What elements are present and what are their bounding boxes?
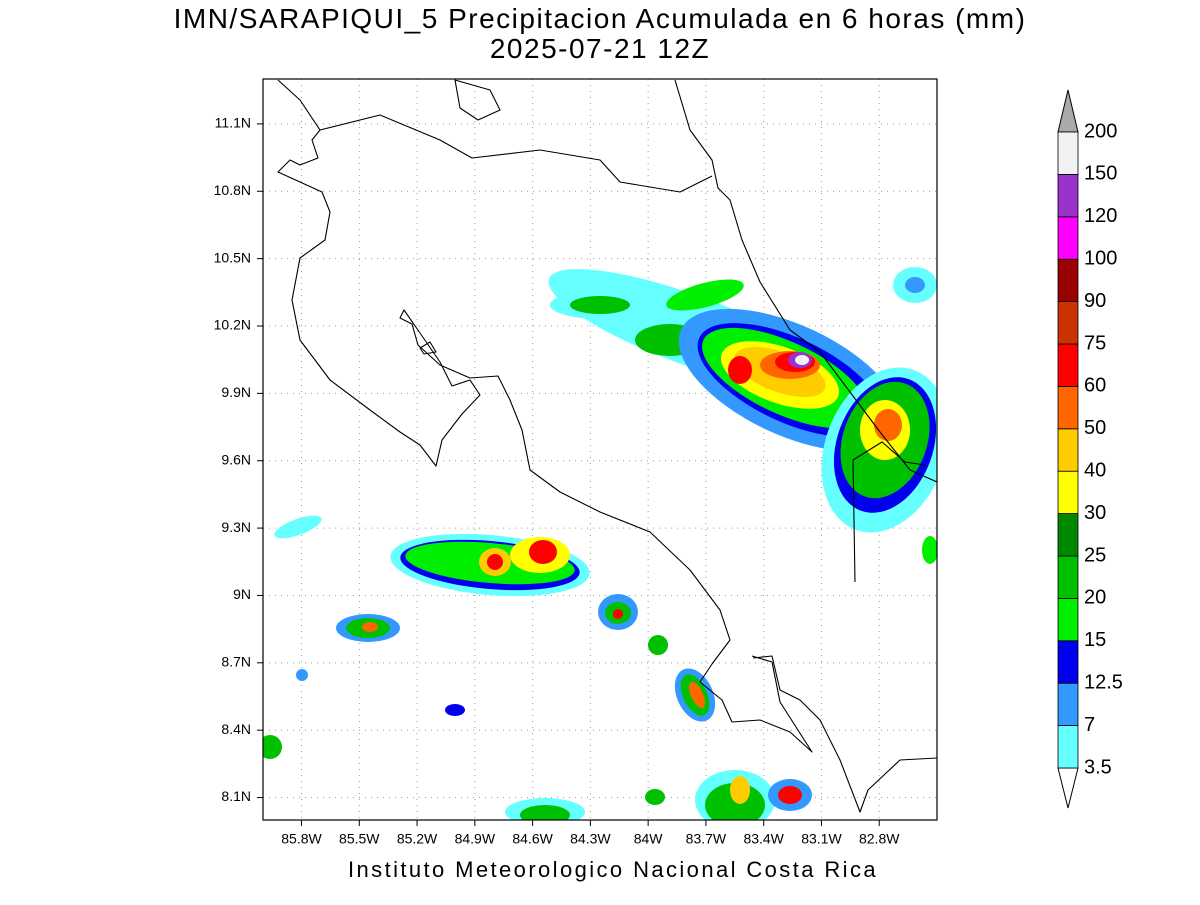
- colorbar: 3.5 7 12.5 15 20 25 30 40 50 60 75 90 100 120 150 200: [1057, 89, 1123, 809]
- x-tick-label: 84.6W: [512, 831, 553, 847]
- x-tick-label: 84.3W: [570, 831, 611, 847]
- colorbar-segment: [1057, 131, 1079, 175]
- colorbar-label: 120: [1084, 205, 1117, 227]
- coastline: [454, 79, 501, 121]
- colorbar-segment: [1057, 555, 1079, 599]
- colorbar-label: 15: [1084, 629, 1106, 651]
- colorbar-segment: [1057, 513, 1079, 557]
- colorbar-under: [1057, 767, 1079, 809]
- colorbar-label: 150: [1084, 163, 1117, 185]
- precip-cell: [505, 770, 812, 820]
- y-tick-label: 8.4N: [221, 721, 251, 737]
- colorbar-label: 3.5: [1084, 756, 1112, 778]
- colorbar-label: 90: [1084, 290, 1106, 312]
- coastline: [674, 79, 937, 483]
- coastline: [752, 655, 937, 813]
- y-tick-label: 9.3N: [221, 519, 251, 535]
- colorbar-label: 25: [1084, 544, 1106, 566]
- subtitle: 2025-07-21 12Z: [490, 33, 710, 64]
- x-tick-label: 84W: [634, 831, 664, 847]
- colorbar-label: 60: [1084, 375, 1106, 397]
- x-tick-label: 83.4W: [743, 831, 784, 847]
- colorbar-label: 100: [1084, 247, 1117, 269]
- colorbar-over: [1057, 89, 1079, 133]
- coastline: [277, 79, 813, 753]
- y-tick-label: 11.1N: [215, 115, 251, 131]
- x-tick-label: 85.5W: [339, 831, 380, 847]
- colorbar-segment: [1057, 470, 1079, 515]
- colorbar-segment: [1057, 640, 1079, 684]
- coastlines: [277, 79, 937, 813]
- colorbar-segment: [1057, 682, 1079, 727]
- y-tick-label: 9.6N: [221, 451, 251, 467]
- colorbar-segment: [1057, 428, 1079, 472]
- colorbar-label: 200: [1084, 120, 1117, 142]
- y-tick-label: 8.7N: [221, 654, 251, 670]
- colorbar-segment: [1057, 343, 1079, 387]
- colorbar-label: 75: [1084, 332, 1106, 354]
- x-tick-label: 83.7W: [686, 831, 727, 847]
- border: [852, 441, 926, 583]
- precip-cell: [678, 308, 902, 452]
- precip-cell: [390, 533, 590, 597]
- y-tick-label: 9N: [233, 586, 251, 602]
- colorbar-segment: [1057, 598, 1079, 642]
- precip-cell: [263, 515, 465, 759]
- x-tick-label: 84.9W: [455, 831, 496, 847]
- x-tick-label: 85.8W: [281, 831, 322, 847]
- y-tick-label: 10.5N: [214, 249, 251, 265]
- x-tick-label: 82.8W: [859, 831, 900, 847]
- footer: Instituto Meteorologico Nacional Costa R…: [348, 857, 878, 882]
- colorbar-label: 40: [1084, 459, 1106, 481]
- colorbar-segment: [1057, 258, 1079, 303]
- x-tick-label: 83.1W: [801, 831, 842, 847]
- colorbar-label: 30: [1084, 502, 1106, 524]
- precip-cell: [598, 594, 716, 722]
- coastline: [419, 341, 437, 355]
- colorbar-label: 12.5: [1084, 671, 1123, 693]
- colorbar-segment: [1057, 725, 1079, 769]
- map-frame: [262, 78, 938, 821]
- colorbar-label: 50: [1084, 417, 1106, 439]
- y-tick-label: 10.2N: [214, 317, 251, 333]
- colorbar-label: 7: [1084, 714, 1095, 736]
- title: IMN/SARAPIQUI_5 Precipitacion Acumulada …: [174, 3, 1027, 34]
- y-tick-label: 8.1N: [221, 788, 251, 804]
- colorbar-segment: [1057, 385, 1079, 430]
- colorbar-segment: [1057, 216, 1079, 260]
- border: [319, 114, 713, 193]
- y-tick-label: 10.8N: [214, 182, 251, 198]
- colorbar-segment: [1057, 173, 1079, 218]
- colorbar-segment: [1057, 301, 1079, 345]
- x-tick-label: 85.2W: [397, 831, 438, 847]
- precipitation-field: [263, 267, 937, 820]
- y-tick-label: 9.9N: [221, 384, 251, 400]
- colorbar-label: 20: [1084, 587, 1106, 609]
